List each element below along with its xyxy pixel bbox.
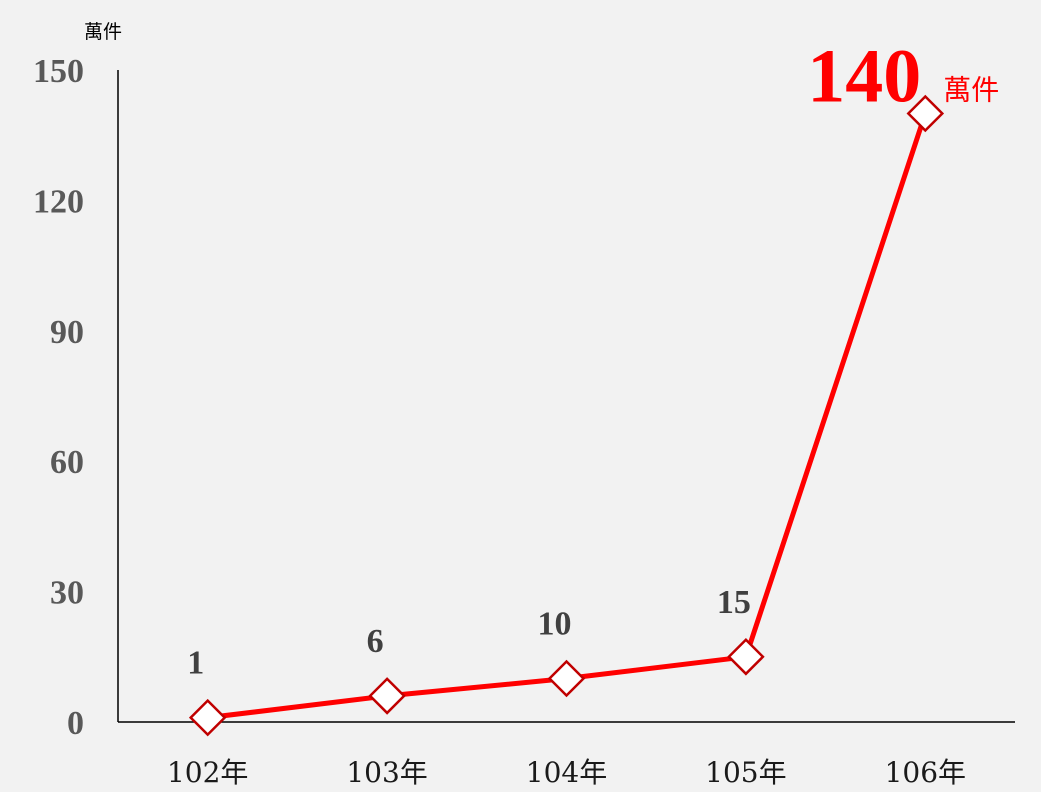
- highlight-unit-label: 萬件: [943, 73, 999, 106]
- data-label: 10: [538, 606, 572, 643]
- y-tick-labels: 0 30 60 90 120 150: [33, 53, 84, 742]
- x-tick-labels: 102年 103年 104年 105年 106年: [167, 756, 966, 789]
- y-tick-label: 120: [33, 183, 84, 220]
- highlight-data-label: 140: [807, 34, 921, 118]
- data-marker: [547, 659, 586, 698]
- y-axis-unit-label: 萬件: [84, 21, 122, 43]
- data-markers: [188, 94, 945, 737]
- x-tick-label: 104年: [526, 756, 607, 789]
- y-tick-label: 30: [50, 575, 84, 612]
- y-tick-label: 60: [50, 444, 84, 481]
- data-label: 6: [367, 623, 384, 660]
- x-tick-label: 106年: [885, 756, 966, 789]
- x-tick-label: 103年: [346, 756, 427, 789]
- data-marker: [188, 698, 227, 737]
- y-tick-label: 90: [50, 314, 84, 351]
- data-label: 15: [717, 584, 751, 621]
- x-tick-label: 105年: [705, 756, 786, 789]
- y-tick-label: 150: [33, 53, 84, 90]
- data-label: 1: [187, 645, 204, 682]
- data-marker: [368, 677, 406, 715]
- data-marker: [906, 94, 945, 133]
- x-tick-label: 102年: [167, 756, 248, 789]
- y-tick-label: 0: [67, 705, 84, 742]
- data-labels: 1 6 10 15 140 萬件: [187, 34, 999, 681]
- data-marker: [727, 638, 765, 676]
